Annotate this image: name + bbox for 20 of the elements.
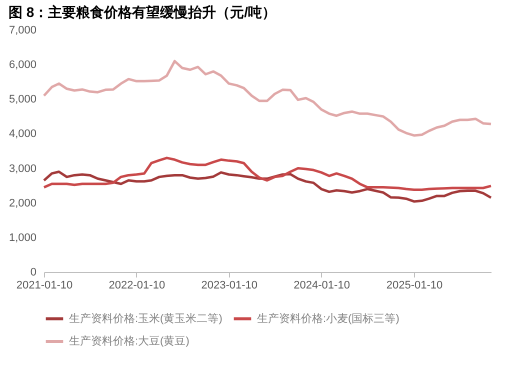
y-tick-label: 6,000 [8,59,36,72]
x-tick-label: 2023-01-10 [201,280,258,292]
legend-label: 生产资料价格:大豆(黄豆) [69,334,190,348]
y-tick-label: 5,000 [8,94,36,106]
legend-label: 生产资料价格:玉米(黄玉米二等) [69,312,222,325]
y-tick-label: 1,000 [8,232,36,244]
y-tick-label: 2,000 [8,197,36,210]
legend-label: 生产资料价格:小麦(国标三等) [257,312,400,325]
y-tick-label: 3,000 [8,162,36,175]
line-series [42,170,492,203]
y-tick-label: 7,000 [8,24,36,36]
line-series [42,60,492,137]
y-tick-label: 4,000 [8,128,36,140]
y-tick-label: 0 [30,266,36,278]
x-tick-label: 2021-01-10 [16,280,73,292]
x-tick-label: 2025-01-10 [386,280,443,292]
line-series [42,156,492,191]
x-tick-label: 2022-01-10 [108,280,166,292]
chart-title: 图 8：主要粮食价格有望缓慢抬升（元/吨） [8,4,276,20]
x-tick-label: 2024-01-10 [294,280,350,292]
